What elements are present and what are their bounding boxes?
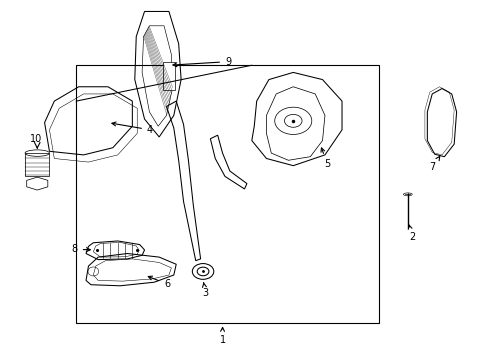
Text: 9: 9 — [173, 57, 231, 67]
Bar — [162, 62, 174, 90]
Bar — [76, 65, 378, 323]
Text: 4: 4 — [112, 122, 153, 135]
Text: 1: 1 — [219, 328, 225, 345]
Text: 2: 2 — [407, 225, 415, 242]
Text: 10: 10 — [30, 134, 42, 144]
Bar — [25, 153, 49, 176]
Text: 3: 3 — [202, 283, 208, 298]
Text: 6: 6 — [148, 276, 170, 289]
Text: 7: 7 — [428, 157, 439, 172]
Text: 5: 5 — [320, 148, 330, 169]
Text: 8: 8 — [71, 244, 90, 254]
